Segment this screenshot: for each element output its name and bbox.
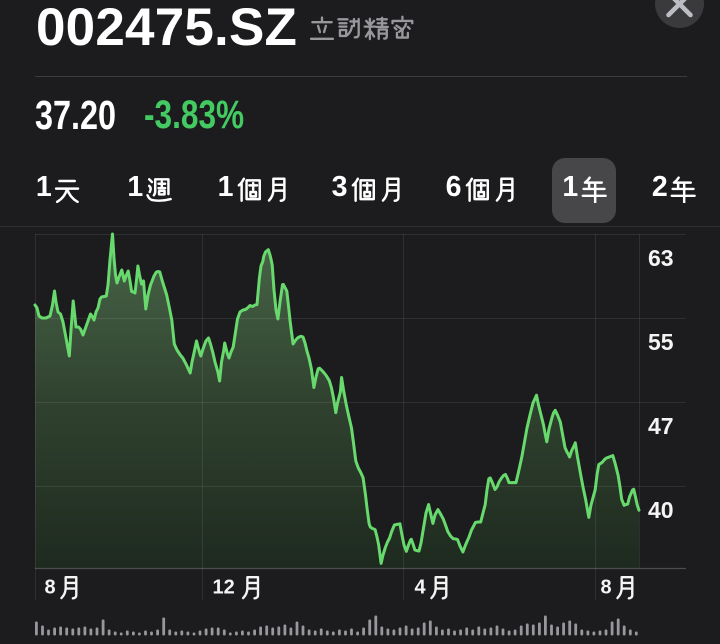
svg-text:47: 47 [648,413,674,439]
svg-text:8: 8 [45,577,56,599]
svg-text:63: 63 [648,245,674,271]
svg-text:40: 40 [648,497,674,523]
svg-text:4: 4 [415,577,427,599]
svg-text:12: 12 [213,577,235,599]
svg-text:8: 8 [601,577,612,599]
svg-text:55: 55 [648,329,674,355]
